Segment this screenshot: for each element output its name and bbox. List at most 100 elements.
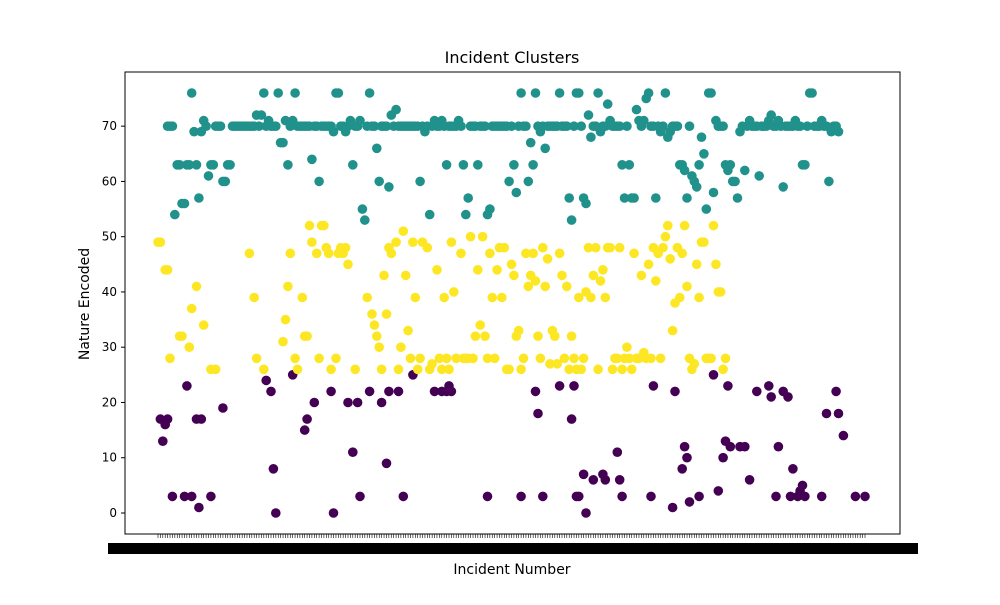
scatter-point xyxy=(278,137,288,148)
scatter-point xyxy=(504,176,514,187)
scatter-point xyxy=(663,220,673,231)
scatter-point xyxy=(701,204,712,214)
scatter-point xyxy=(468,353,478,364)
scatter-point xyxy=(528,160,538,170)
y-tick-label: 70 xyxy=(102,119,117,133)
scatter-point xyxy=(588,270,599,281)
scatter-point xyxy=(463,193,474,203)
scatter-point xyxy=(499,242,510,253)
scatter-point xyxy=(456,248,466,259)
scatter-point xyxy=(559,353,570,364)
scatter-point xyxy=(602,99,613,109)
scatter-point xyxy=(285,248,296,259)
scatter-point xyxy=(550,331,560,342)
scatter-point xyxy=(824,176,834,187)
scatter-point xyxy=(691,182,702,192)
scatter-point xyxy=(538,242,548,253)
scatter-point xyxy=(677,248,687,259)
y-tick-label: 40 xyxy=(102,285,117,299)
scatter-point xyxy=(186,491,197,502)
scatter-point xyxy=(651,276,661,286)
scatter-point xyxy=(292,364,303,375)
scatter-point xyxy=(492,265,502,275)
scatter-point xyxy=(648,381,659,391)
scatter-point xyxy=(261,375,272,386)
scatter-point xyxy=(302,414,312,424)
scatter-point xyxy=(191,160,202,170)
scatter-point xyxy=(725,160,736,170)
scatter-point xyxy=(530,276,541,286)
scatter-point xyxy=(393,364,404,375)
scatter-point xyxy=(607,364,618,375)
scatter-point xyxy=(773,441,784,452)
scatter-point xyxy=(362,292,373,303)
x-tick-labels-overlap xyxy=(108,543,918,554)
scatter-point xyxy=(802,121,813,131)
scatter-point xyxy=(523,176,534,187)
scatter-point xyxy=(605,242,615,253)
scatter-point xyxy=(569,353,579,364)
scatter-point xyxy=(583,110,594,120)
scatter-point xyxy=(578,469,589,480)
scatter-point xyxy=(667,325,678,336)
scatter-point xyxy=(203,171,214,181)
scatter-point xyxy=(473,160,483,170)
y-tick-label: 30 xyxy=(102,340,117,354)
scatter-point xyxy=(215,121,226,131)
scatter-point xyxy=(280,314,291,325)
scatter-point xyxy=(482,491,493,502)
scatter-point xyxy=(326,364,336,375)
scatter-point xyxy=(667,502,678,513)
scatter-point xyxy=(629,193,639,203)
scatter-point xyxy=(598,265,608,275)
scatter-point xyxy=(679,441,690,452)
scatter-point xyxy=(564,193,574,203)
scatter-point xyxy=(639,115,649,126)
scatter-point xyxy=(323,248,334,259)
scatter-point xyxy=(182,381,192,391)
scatter-point xyxy=(696,132,707,142)
scatter-point xyxy=(581,198,591,209)
scatter-point xyxy=(458,160,469,170)
scatter-point xyxy=(636,270,647,281)
scatter-point xyxy=(516,88,526,98)
scatter-point xyxy=(708,220,719,231)
scatter-point xyxy=(367,309,377,319)
scatter-point xyxy=(405,353,416,364)
scatter-point xyxy=(850,491,861,502)
scatter-point xyxy=(290,353,300,364)
scatter-point xyxy=(177,331,187,342)
scatter-point xyxy=(583,242,594,253)
scatter-point xyxy=(525,137,536,148)
scatter-point xyxy=(422,242,433,253)
scatter-point xyxy=(576,121,586,131)
y-axis-ticks: 0 10 20 30 40 50 60 70 xyxy=(102,119,125,520)
scatter-point xyxy=(278,336,288,347)
scatter-point xyxy=(795,121,805,131)
scatter-point xyxy=(509,160,519,170)
scatter-point xyxy=(708,370,719,380)
scatter-point xyxy=(319,220,329,231)
scatter-point xyxy=(369,320,380,330)
scatter-point xyxy=(290,88,300,98)
scatter-point xyxy=(304,220,315,231)
scatter-point xyxy=(566,414,577,424)
scatter-point xyxy=(162,265,173,275)
scatter-point xyxy=(694,160,704,170)
scatter-point xyxy=(155,237,166,247)
scatter-point xyxy=(220,176,231,187)
scatter-point xyxy=(557,270,567,281)
scatter-point xyxy=(682,281,692,292)
scatter-point xyxy=(167,491,178,502)
scatter-point xyxy=(482,353,493,364)
scatter-point xyxy=(352,397,363,408)
scatter-point xyxy=(617,491,627,502)
scatter-point xyxy=(626,364,637,375)
scatter-point xyxy=(744,475,755,485)
scatter-point xyxy=(655,353,666,364)
scatter-point xyxy=(614,242,625,253)
scatter-point xyxy=(629,248,639,259)
scatter-point xyxy=(593,364,603,375)
scatter-point xyxy=(271,508,281,518)
scatter-point xyxy=(437,364,447,375)
